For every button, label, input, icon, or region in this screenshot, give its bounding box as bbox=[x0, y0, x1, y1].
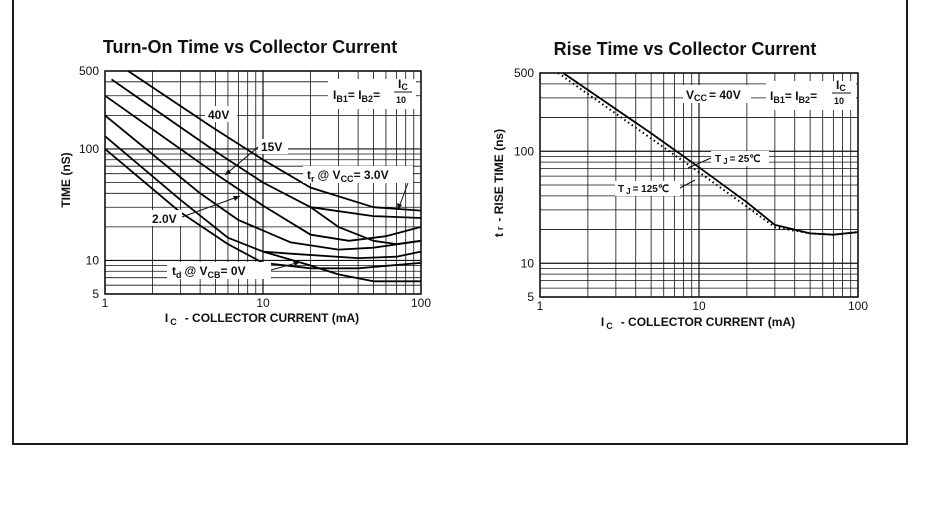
label-15v: 15V bbox=[261, 140, 282, 154]
leader-line bbox=[679, 179, 696, 189]
rise-time-chart: Rise Time vs Collector Current VCC = 40V … bbox=[492, 39, 868, 331]
annotation-bg bbox=[615, 181, 680, 196]
y-tick-label: 500 bbox=[514, 66, 534, 80]
y-tick-label: 10 bbox=[86, 253, 100, 267]
annotation-bg bbox=[205, 106, 237, 122]
label-tj125: T J = 125℃ bbox=[618, 184, 669, 196]
arrow-head bbox=[293, 261, 300, 266]
frac-numerator: IC bbox=[398, 77, 408, 92]
arrow-head bbox=[225, 169, 231, 175]
x-tick-label: 1 bbox=[537, 299, 544, 313]
series-line-1 bbox=[127, 70, 422, 212]
turn-on-time-chart: Turn-On Time vs Collector Current IB1= I… bbox=[59, 37, 431, 327]
label-vcc: VCC = 40V bbox=[686, 88, 741, 103]
y-axis-label: TIME (nS) bbox=[59, 152, 73, 207]
annotations: VCC = 40V IB1= IB2= IC 10 T J = 25℃ T J = 125… bbox=[615, 78, 856, 196]
annotations: IB1= IB2= IC 10 40V 15V tr @ VCC= 3.0V 2.… bbox=[150, 77, 416, 280]
annotation-bg bbox=[711, 151, 769, 166]
y-tick-label: 100 bbox=[79, 142, 99, 156]
x-tick-label: 1 bbox=[102, 296, 109, 310]
tick-labels: 5 10 100 500 1 10 100 bbox=[79, 64, 431, 310]
series-line-2 bbox=[557, 72, 859, 236]
leader-line bbox=[181, 195, 241, 218]
label-40v: 40V bbox=[208, 108, 229, 122]
ib-label: IB1= IB2= bbox=[770, 89, 817, 105]
frac-denominator: 10 bbox=[834, 96, 844, 106]
annotation-bg bbox=[167, 262, 271, 279]
series-line-2 bbox=[110, 78, 422, 219]
leader-line bbox=[687, 157, 712, 169]
leader-line bbox=[224, 146, 259, 176]
series-line-5 bbox=[104, 135, 422, 260]
annotation-bg bbox=[683, 85, 751, 103]
annotation-bg bbox=[258, 139, 288, 154]
x-tick-label: 10 bbox=[692, 299, 706, 313]
plot-border bbox=[539, 72, 859, 298]
series-line-8 bbox=[310, 206, 422, 246]
series-line-1 bbox=[562, 72, 859, 236]
y-tick-label: 5 bbox=[92, 287, 99, 301]
arrow-head bbox=[233, 196, 240, 201]
ib-label: IB1= IB2= bbox=[333, 88, 380, 104]
annotation-bg bbox=[150, 210, 182, 226]
x-tick-label: 10 bbox=[256, 296, 270, 310]
annotation-bg bbox=[303, 166, 413, 183]
arrow-head bbox=[397, 203, 402, 210]
series-line-4 bbox=[104, 114, 422, 251]
y-tick-label: 100 bbox=[514, 144, 534, 158]
label-tr: tr @ VCC= 3.0V bbox=[307, 168, 389, 184]
figure-frame bbox=[12, 0, 908, 445]
y-tick-label: 5 bbox=[527, 290, 534, 304]
x-tick-label: 100 bbox=[411, 296, 431, 310]
y-tick-label: 500 bbox=[79, 64, 99, 78]
chart-title: Turn-On Time vs Collector Current bbox=[103, 37, 397, 57]
series-line-7 bbox=[262, 250, 421, 283]
x-tick-label: 100 bbox=[848, 299, 868, 313]
annotation-bg bbox=[766, 81, 856, 110]
chart-title: Rise Time vs Collector Current bbox=[554, 39, 817, 59]
y-axis-label: tr- RISE TIME (ns) bbox=[492, 129, 506, 237]
series-line-3 bbox=[104, 94, 422, 242]
series-group bbox=[557, 72, 859, 236]
frac-denominator: 10 bbox=[396, 95, 406, 105]
grid bbox=[539, 72, 859, 298]
label-tj25: T J = 25℃ bbox=[715, 154, 761, 166]
annotation-bg bbox=[328, 79, 416, 109]
y-tick-label: 10 bbox=[521, 256, 535, 270]
label-2v: 2.0V bbox=[152, 212, 177, 226]
tick-labels: 5 10 100 500 1 10 100 bbox=[514, 66, 868, 313]
label-td: td @ VCB= 0V bbox=[172, 264, 246, 280]
frac-numerator: IC bbox=[836, 78, 846, 93]
plot-border bbox=[104, 70, 422, 295]
